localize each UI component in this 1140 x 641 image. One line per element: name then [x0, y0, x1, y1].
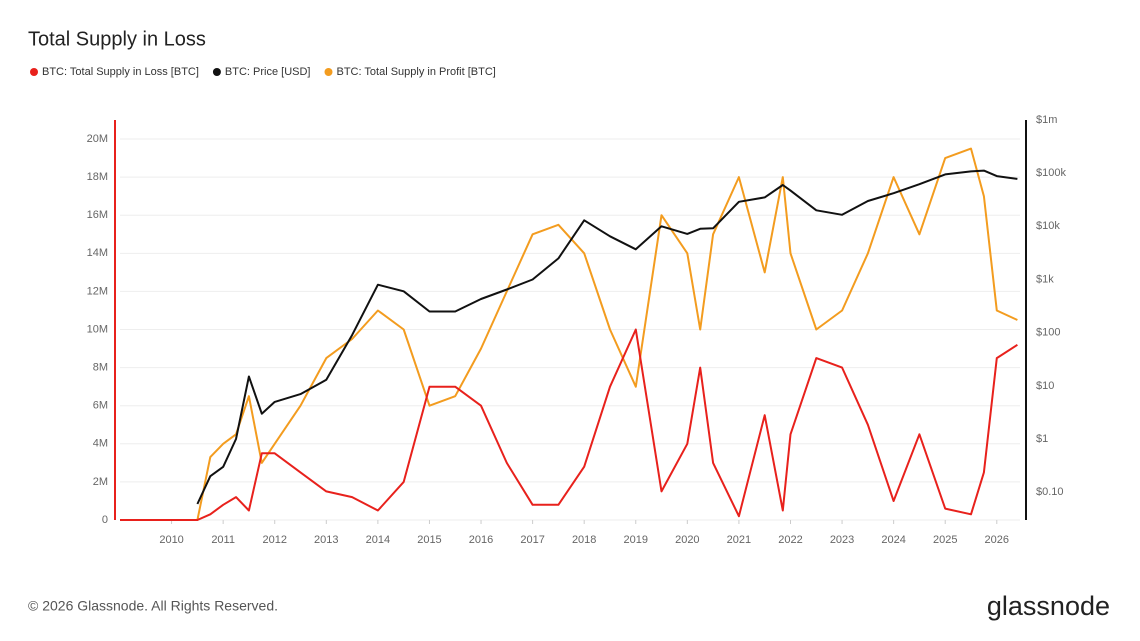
- y2-tick-label: $100k: [1036, 167, 1066, 179]
- x-tick-label: 2010: [159, 534, 183, 546]
- y2-tick-label: $100: [1036, 327, 1060, 339]
- y-tick-label: 6M: [93, 400, 108, 412]
- x-tick-label: 2016: [469, 534, 493, 546]
- y2-tick-label: $1m: [1036, 114, 1057, 126]
- y2-tick-label: $1k: [1036, 273, 1054, 285]
- x-tick-label: 2017: [520, 534, 544, 546]
- y2-tick-label: $10: [1036, 380, 1054, 392]
- series-line: [120, 328, 1018, 521]
- x-tick-label: 2014: [366, 534, 390, 546]
- y-tick-label: 10M: [87, 323, 108, 335]
- x-tick-label: 2011: [211, 534, 235, 546]
- y2-tick-label: $1: [1036, 433, 1048, 445]
- y-tick-label: 4M: [93, 438, 108, 450]
- x-tick-label: 2019: [624, 534, 648, 546]
- x-tick-label: 2022: [778, 534, 802, 546]
- y-tick-label: 14M: [87, 247, 108, 259]
- x-tick-label: 2013: [314, 534, 338, 546]
- y-tick-label: 12M: [87, 285, 108, 297]
- chart-title: Total Supply in Loss: [28, 28, 206, 50]
- x-tick-label: 2023: [830, 534, 854, 546]
- x-tick-label: 2020: [675, 534, 699, 546]
- series-line: [120, 147, 1018, 521]
- legend-marker: [30, 68, 38, 76]
- x-tick-label: 2015: [417, 534, 441, 546]
- brand: glassnode: [987, 591, 1110, 621]
- y-tick-label: 0: [102, 514, 108, 526]
- x-tick-label: 2026: [985, 534, 1009, 546]
- y-tick-label: 8M: [93, 362, 108, 374]
- legend-label: BTC: Price [USD]: [225, 66, 311, 78]
- x-tick-label: 2025: [933, 534, 957, 546]
- x-tick-label: 2018: [572, 534, 596, 546]
- y-tick-label: 16M: [87, 209, 108, 221]
- y-tick-label: 2M: [93, 476, 108, 488]
- y2-tick-label: $10k: [1036, 220, 1060, 232]
- legend-marker: [324, 68, 333, 76]
- legend-marker: [212, 68, 221, 76]
- footer: © 2026 Glassnode. All Rights Reserved.: [28, 598, 278, 614]
- legend-label: BTC: Total Supply in Loss [BTC]: [42, 66, 199, 78]
- legend-label: BTC: Total Supply in Profit [BTC]: [337, 66, 496, 78]
- y-tick-label: 18M: [87, 171, 108, 183]
- series-line: [196, 169, 1018, 505]
- x-tick-label: 2024: [881, 534, 905, 546]
- x-tick-label: 2012: [262, 534, 286, 546]
- y-tick-label: 20M: [87, 133, 108, 145]
- x-tick-label: 2021: [727, 534, 751, 546]
- y2-tick-label: $0.10: [1036, 486, 1064, 498]
